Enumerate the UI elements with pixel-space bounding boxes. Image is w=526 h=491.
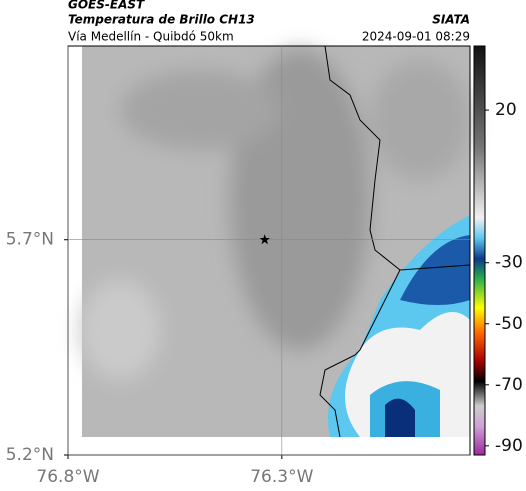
satellite: GOES-EAST — [68, 0, 145, 12]
colorbar-tick-label: -70 — [495, 375, 523, 395]
station-marker — [259, 234, 270, 245]
imagery — [80, 45, 471, 438]
colorbar-tick-label: -90 — [495, 436, 523, 456]
x-tick-label: 76.8°W — [36, 467, 99, 487]
colorbar-tick-label: -30 — [495, 253, 523, 273]
y-tick-label: 5.2°N — [6, 445, 54, 465]
datetime: 2024-09-01 08:29 — [362, 30, 470, 44]
colorbar — [473, 45, 486, 456]
location: Vía Medellín - Quibdó 50km — [68, 30, 234, 44]
agency: SIATA — [432, 13, 470, 27]
colorbar-tick-label: 20 — [495, 100, 517, 120]
colorbar-tick-label: -50 — [495, 314, 523, 334]
product: Temperatura de Brillo CH13 — [68, 13, 255, 27]
x-tick-label: 76.3°W — [250, 467, 313, 487]
y-tick-label: 5.7°N — [6, 230, 54, 250]
